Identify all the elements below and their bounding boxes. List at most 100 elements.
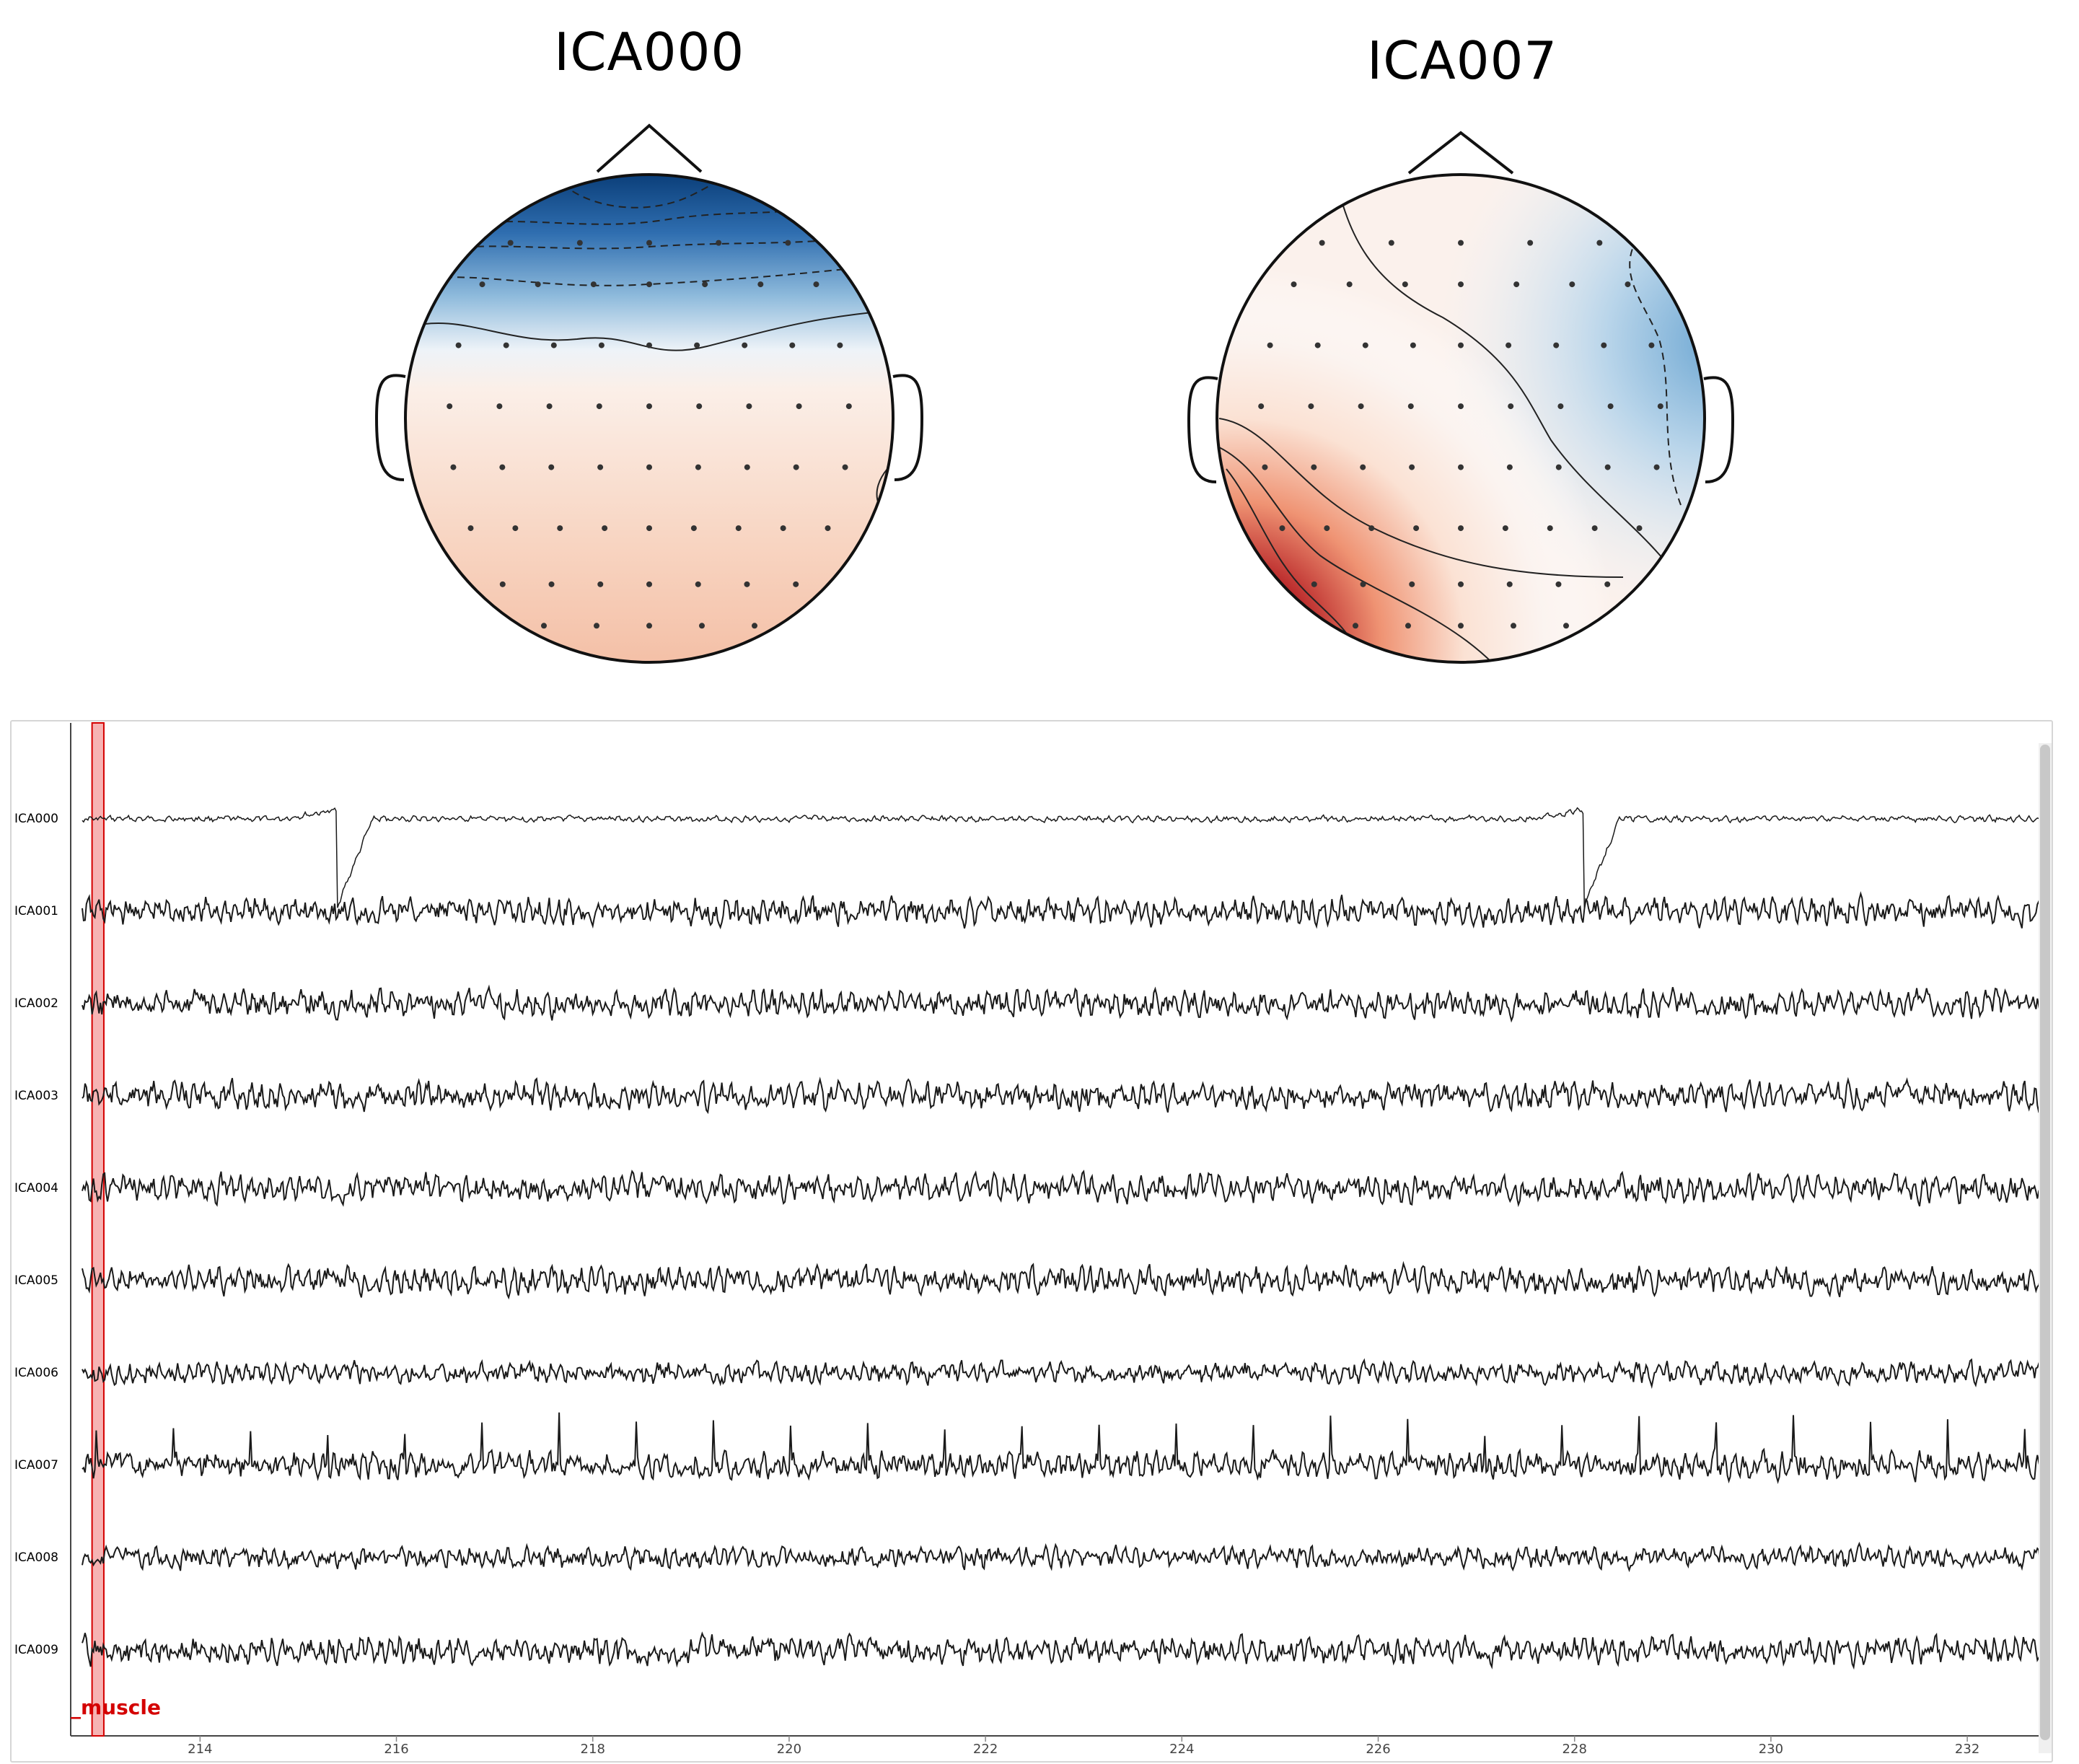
electrode-dot — [1458, 623, 1464, 629]
trace-ica000 — [82, 807, 2047, 908]
electrode-dot — [1648, 342, 1655, 348]
topomap-title-ica000: ICA000 — [554, 22, 745, 82]
electrode-dot — [1311, 464, 1317, 470]
electrode-dot — [499, 581, 506, 587]
electrode-dot — [744, 581, 750, 587]
electrode-dot — [1291, 281, 1297, 288]
electrode-dot — [702, 281, 708, 288]
electrode-dot — [1458, 525, 1464, 532]
channel-label-ica009[interactable]: ICA009 — [14, 1643, 58, 1657]
electrode-dot — [1657, 403, 1663, 410]
electrode-dot — [1324, 525, 1330, 532]
electrode-dot — [1314, 342, 1321, 348]
electrode-dot — [1458, 342, 1464, 348]
electrode-dot — [1258, 403, 1265, 410]
time-tick-label: 218 — [580, 1742, 605, 1757]
time-tick-label: 226 — [1366, 1742, 1391, 1757]
electrode-dot — [694, 342, 700, 348]
time-tick-label: 232 — [1954, 1742, 1980, 1757]
electrode-dot — [789, 342, 796, 348]
electrode-dot — [450, 464, 457, 470]
electrode-dot — [1553, 342, 1560, 348]
vertical-scrollbar[interactable] — [2039, 743, 2052, 1753]
electrode-dot — [1506, 581, 1513, 587]
electrode-dot — [1511, 623, 1517, 629]
topomap-panel: ICA000 ICA007 — [0, 0, 2079, 700]
trace-area[interactable] — [12, 721, 2054, 1764]
trace-ica008 — [82, 1541, 2047, 1573]
electrode-dot — [1458, 403, 1464, 410]
electrode-dot — [1388, 240, 1394, 246]
electrode-dot — [1555, 581, 1562, 587]
electrode-dot — [752, 623, 758, 629]
electrode-dot — [1458, 581, 1464, 587]
electrode-dot — [512, 525, 519, 532]
electrode-dot — [837, 342, 843, 348]
channel-label-ica002[interactable]: ICA002 — [14, 996, 58, 1011]
channel-label-ica008[interactable]: ICA008 — [14, 1550, 58, 1565]
electrode-dot — [1653, 464, 1660, 470]
electrode-dot — [842, 464, 848, 470]
channel-label-ica001[interactable]: ICA001 — [14, 904, 58, 918]
electrode-dot — [1279, 525, 1285, 532]
electrode-dot — [447, 403, 453, 410]
time-tick-label: 214 — [188, 1742, 213, 1757]
electrode-dot — [1409, 464, 1415, 470]
electrode-dot — [598, 342, 605, 348]
electrode-dot — [825, 525, 831, 532]
electrode-dot — [742, 342, 748, 348]
electrode-dot — [696, 403, 703, 410]
electrode-dot — [1360, 581, 1366, 587]
electrode-dot — [503, 342, 509, 348]
electrode-dot — [546, 403, 553, 410]
scrollbar-thumb[interactable] — [2040, 745, 2050, 1740]
channel-label-ica006[interactable]: ICA006 — [14, 1366, 58, 1380]
electrode-dot — [1569, 281, 1575, 288]
raw-data-browser[interactable]: ICA000 ICA001 ICA002 ICA003 ICA004 ICA005 ICA0… — [10, 720, 2053, 1763]
electrode-dot — [1557, 403, 1564, 410]
electrode-dot — [597, 464, 604, 470]
trace-ica009 — [82, 1631, 2047, 1670]
topomap-svg — [374, 123, 1735, 664]
electrode-dot — [540, 623, 547, 629]
channel-label-ica004[interactable]: ICA004 — [14, 1181, 58, 1195]
electrode-dot — [646, 623, 652, 629]
channel-label-ica003[interactable]: ICA003 — [14, 1089, 58, 1103]
electrode-dot — [576, 240, 583, 246]
time-tick-label: 230 — [1758, 1742, 1784, 1757]
electrode-dot — [1563, 623, 1570, 629]
trace-ica003 — [82, 1076, 2047, 1115]
electrode-dot — [1267, 342, 1273, 348]
trace-ica006 — [82, 1358, 2047, 1390]
electrode-dot — [1506, 342, 1512, 348]
trace-ica001 — [82, 891, 2047, 930]
electrode-dot — [699, 623, 706, 629]
electrode-dot — [596, 403, 602, 410]
electrode-dot — [455, 342, 462, 348]
electrode-dot — [467, 525, 474, 532]
channel-label-ica005[interactable]: ICA005 — [14, 1273, 58, 1288]
electrode-dot — [1360, 464, 1366, 470]
electrode-dot — [535, 281, 541, 288]
annotation-muscle[interactable] — [91, 722, 105, 1737]
electrode-dot — [1319, 240, 1325, 246]
electrode-dot — [1547, 525, 1553, 532]
electrode-dot — [1352, 623, 1358, 629]
electrode-dot — [1407, 403, 1414, 410]
electrode-dot — [690, 525, 697, 532]
electrode-dot — [1402, 281, 1408, 288]
electrode-dot — [793, 581, 799, 587]
electrode-dot — [1636, 525, 1643, 532]
trace-ica002 — [82, 984, 2047, 1023]
channel-label-ica007[interactable]: ICA007 — [14, 1458, 58, 1473]
electrode-dot — [735, 525, 742, 532]
electrode-dot — [1311, 581, 1317, 587]
electrode-dot — [746, 403, 752, 410]
electrode-dot — [1502, 525, 1508, 532]
time-tick-label: 216 — [384, 1742, 409, 1757]
electrode-dot — [646, 464, 652, 470]
time-tick-label: 220 — [776, 1742, 802, 1757]
electrode-dot — [785, 240, 791, 246]
electrode-dot — [496, 403, 503, 410]
channel-label-ica000[interactable]: ICA000 — [14, 812, 58, 826]
